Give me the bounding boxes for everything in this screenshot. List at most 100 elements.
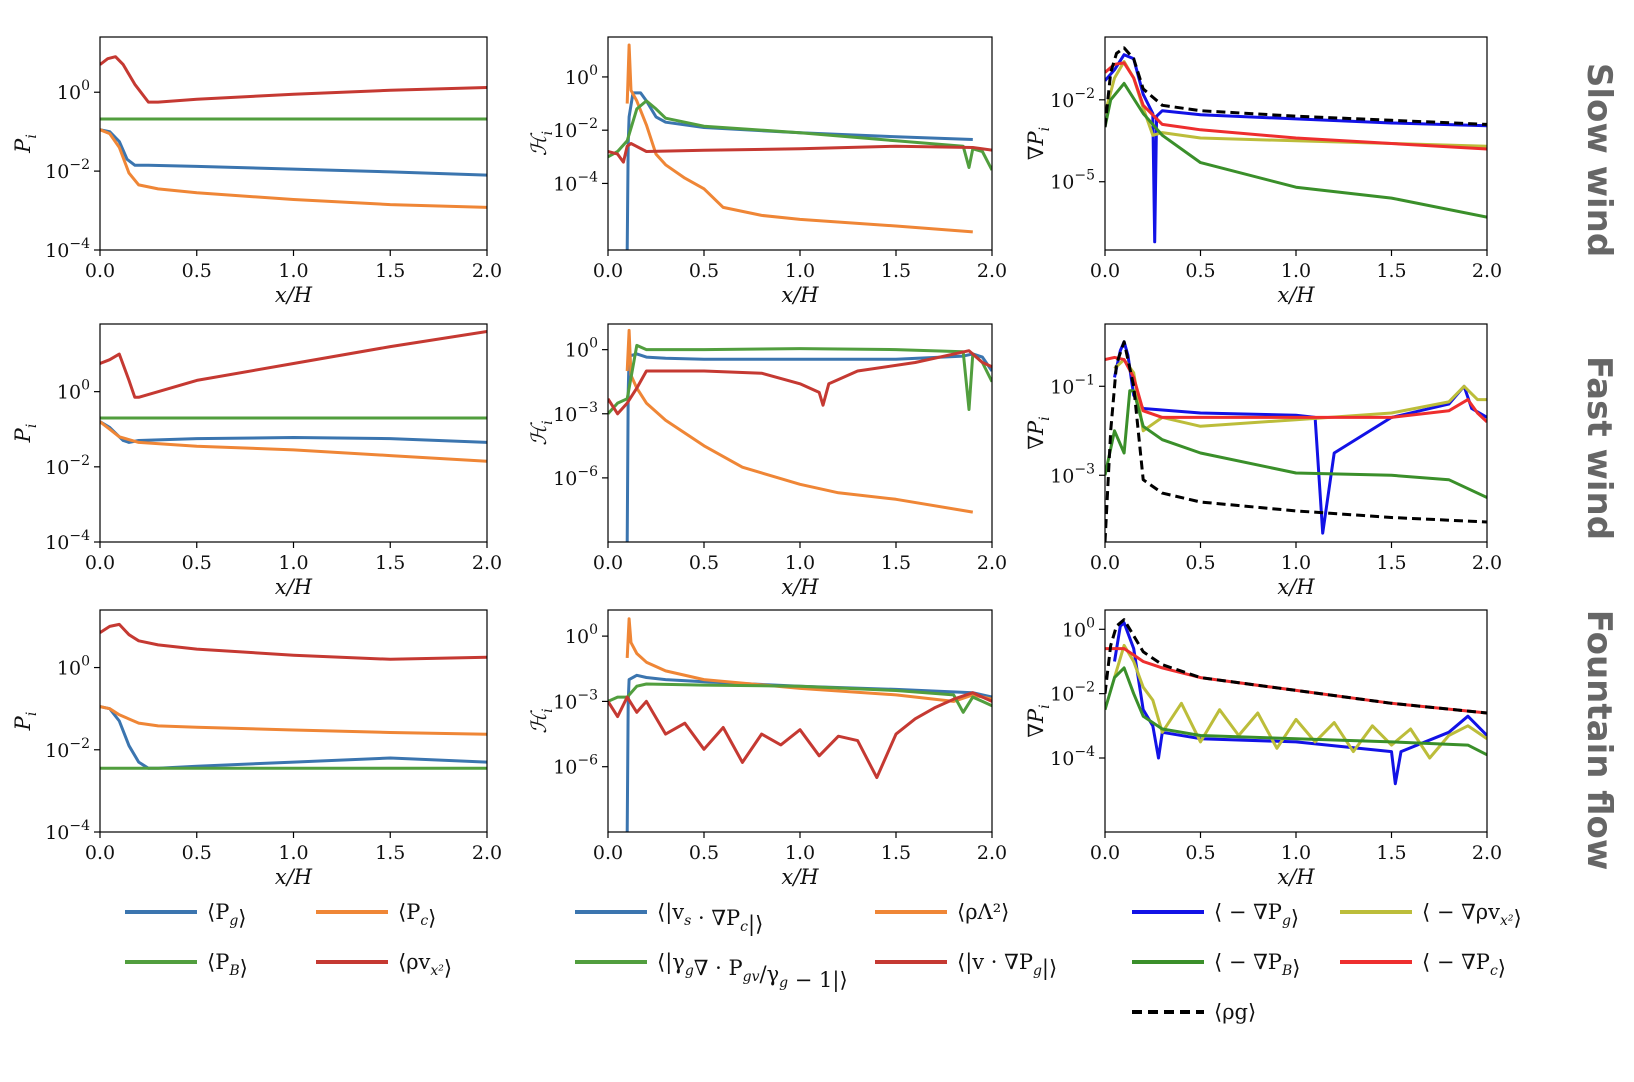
x-tick-label: 1.5 (1376, 552, 1406, 574)
x-tick-label: 1.5 (375, 260, 405, 282)
x-tick-label: 2.0 (472, 260, 502, 282)
x-tick-label: 0.5 (182, 260, 212, 282)
y-tick-label: 10−3 (553, 687, 598, 713)
series-line-grhov2 (1113, 643, 1487, 760)
series-group (100, 55, 487, 209)
legend-label: ⟨PB⟩ (207, 950, 248, 980)
x-tick-label: 1.0 (785, 260, 815, 282)
y-tick-label: 10−2 (45, 157, 90, 183)
y-tick-label: 100 (57, 378, 90, 404)
y-tick-label: 10−4 (1050, 744, 1095, 770)
legend-label: ⟨|γg∇ · Pgv/γg − 1|⟩ (657, 950, 848, 993)
x-tick-label: 0.5 (689, 842, 719, 864)
plot-frame (99, 609, 488, 833)
x-tick-label: 1.5 (881, 842, 911, 864)
series-line-Pc (625, 617, 992, 703)
x-tick-label: 0.5 (182, 842, 212, 864)
y-tick-label: 100 (565, 63, 598, 89)
row-label-fast-wind: Fast wind (1579, 356, 1619, 540)
x-tick-label: 2.0 (977, 842, 1007, 864)
series-line-gPc (1105, 647, 1487, 715)
x-tick-label: 1.0 (785, 552, 815, 574)
series-line-Pc (625, 43, 973, 234)
x-axis-label: x/H (781, 575, 819, 599)
series-line-Pc (100, 705, 487, 736)
y-tick-label: 10−4 (45, 818, 90, 844)
series-line-Pc (100, 420, 487, 463)
series-line-Pc (100, 128, 487, 209)
x-tick-label: 0.0 (1090, 552, 1120, 574)
series-line-rhov2 (100, 55, 487, 104)
y-tick-label: 100 (565, 622, 598, 648)
legend-2: ⟨|vs · ∇Pc|⟩ ⟨ρΛ²⟩ ⟨|γg∇ · Pgv/γg − 1|⟩ ⟨|v… (575, 900, 1057, 993)
series-line-rhov2 (100, 622, 487, 661)
legend-label: ⟨ρΛ²⟩ (957, 900, 1009, 924)
series-line-rhog (1105, 46, 1487, 128)
series-group (608, 43, 992, 250)
series-line-Pg (100, 128, 487, 177)
x-tick-label: 0.0 (1090, 842, 1120, 864)
row-label-slow-wind: Slow wind (1579, 63, 1619, 257)
x-tick-label: 1.5 (375, 842, 405, 864)
legend-label: ⟨ρvx²⟩ (398, 950, 452, 980)
x-tick-label: 2.0 (472, 552, 502, 574)
x-tick-label: 1.0 (1281, 260, 1311, 282)
series-line-PB (608, 99, 992, 171)
y-tick-label: 10−4 (45, 236, 90, 262)
x-tick-label: 0.5 (182, 552, 212, 574)
legend-label: ⟨ρg⟩ (1214, 1000, 1256, 1024)
x-axis-label: x/H (781, 865, 819, 889)
x-tick-label: 2.0 (472, 842, 502, 864)
series-line-PB (608, 343, 992, 415)
x-tick-label: 1.0 (278, 260, 308, 282)
x-tick-label: 1.0 (278, 842, 308, 864)
x-tick-label: 1.0 (1281, 842, 1311, 864)
x-tick-label: 0.5 (689, 260, 719, 282)
x-tick-label: 0.5 (689, 552, 719, 574)
series-line-gPc (1105, 61, 1487, 151)
x-tick-label: 0.0 (1090, 260, 1120, 282)
series-line-Pg (100, 420, 487, 444)
panel-slow-pressure: 0.0 0.5 1.0 1.5 2.0 100 10−2 10−4 x/H Pi (11, 36, 502, 307)
legend-label: ⟨ − ∇ρvx²⟩ (1422, 900, 1522, 930)
y-tick-label: 10−5 (1050, 168, 1095, 194)
x-tick-label: 0.0 (593, 842, 623, 864)
x-axis-label: x/H (275, 283, 313, 307)
x-tick-label: 1.0 (1281, 552, 1311, 574)
row-label-fountain-flow: Fountain flow (1579, 610, 1619, 870)
x-tick-label: 0.5 (1185, 842, 1215, 864)
series-line-rhov2 (100, 330, 487, 399)
series-line-Pg (625, 673, 992, 832)
x-tick-label: 2.0 (1472, 842, 1502, 864)
row-labels: Slow wind Fast wind Fountain flow (1579, 63, 1619, 870)
legend-label: ⟨Pg⟩ (207, 900, 247, 930)
y-axis-label: ∇Pi (1024, 416, 1053, 449)
y-axis-label: ℋi (527, 420, 556, 445)
series-line-gPB (1105, 81, 1487, 219)
series-line-rhog (1105, 618, 1487, 715)
x-tick-label: 1.5 (375, 552, 405, 574)
series-line-gPg (1113, 340, 1487, 535)
series-line-rhov2 (608, 349, 992, 416)
y-axis-label: ∇Pi (1024, 704, 1053, 737)
legend-3: ⟨ − ∇Pg⟩ ⟨ − ∇ρvx²⟩ ⟨ − ∇PB⟩ ⟨ − ∇Pc⟩ ⟨ρg⟩ (1132, 900, 1522, 1024)
x-axis-label: x/H (275, 575, 313, 599)
panel-fast-heating: 0.0 0.5 1.0 1.5 2.0 100 10−3 10−6 x/H ℋi (527, 323, 1007, 599)
y-tick-label: 10−2 (45, 736, 90, 762)
x-axis-label: x/H (781, 283, 819, 307)
panel-fountain-pressure: 0.0 0.5 1.0 1.5 2.0 100 10−2 10−4 x/H Pi (11, 609, 502, 889)
series-group (100, 330, 487, 463)
plot-frame (99, 323, 488, 543)
series-line-rhov2 (608, 691, 992, 780)
y-tick-label: 10−4 (553, 169, 598, 195)
plot-frame (99, 36, 488, 251)
y-tick-label: 10−1 (1050, 372, 1095, 398)
legend-label: ⟨|v · ∇Pg|⟩ (957, 950, 1057, 981)
series-group (1105, 340, 1487, 542)
panel-slow-heating: 0.0 0.5 1.0 1.5 2.0 100 10−2 10−4 x/H ℋi (527, 36, 1007, 307)
series-line-gPg (1105, 53, 1487, 244)
y-tick-label: 10−6 (553, 753, 598, 779)
legend-label: ⟨ − ∇PB⟩ (1214, 950, 1300, 980)
legend-1: ⟨Pg⟩ ⟨Pc⟩ ⟨PB⟩ ⟨ρvx²⟩ (125, 900, 452, 980)
